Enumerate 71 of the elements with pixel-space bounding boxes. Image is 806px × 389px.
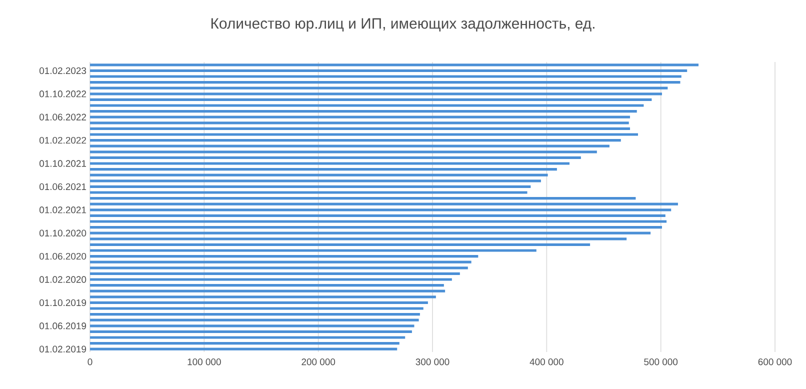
bar [90, 202, 678, 206]
x-tick-label: 200 000 [302, 358, 336, 366]
bar [90, 156, 581, 160]
bar [90, 336, 406, 339]
bar [90, 238, 627, 240]
bar [90, 162, 570, 165]
bar [90, 127, 630, 130]
y-tick-label: 01.10.2020 [39, 230, 86, 236]
x-tick-label: 300 000 [416, 358, 450, 366]
bar [90, 86, 668, 90]
bar [90, 342, 400, 345]
bar [90, 301, 428, 304]
bar [90, 81, 680, 84]
x-tick-label: 600 000 [758, 358, 792, 366]
bar [90, 191, 528, 194]
bar [90, 185, 531, 188]
y-tick-label: 01.10.2022 [39, 90, 86, 98]
bar [90, 75, 682, 78]
bar [90, 208, 672, 212]
y-tick-label: 01.10.2021 [39, 160, 86, 167]
bar [90, 307, 424, 310]
bar [90, 168, 557, 171]
bar [90, 92, 662, 96]
bar [90, 197, 636, 200]
bar [90, 64, 699, 66]
y-tick-label: 01.02.2022 [39, 136, 86, 144]
bar [90, 144, 610, 148]
bar [90, 272, 460, 276]
bar [90, 348, 398, 350]
bar [90, 226, 662, 229]
x-tick-label: 400 000 [530, 358, 564, 366]
bar [90, 69, 688, 72]
bar [90, 220, 667, 223]
y-tick-label: 01.06.2022 [39, 114, 86, 120]
y-tick-label: 01.06.2020 [39, 252, 86, 260]
x-tick-label: 500 000 [644, 358, 678, 366]
bar [90, 330, 412, 334]
bar [90, 139, 621, 142]
chart-title: Количество юр.лиц и ИП, имеющих задолженность, ед. [211, 18, 594, 32]
bar [90, 133, 638, 136]
bar [90, 284, 444, 287]
bar [90, 278, 452, 281]
y-tick-label: 01.02.2021 [39, 206, 86, 214]
bar [90, 266, 468, 270]
y-tick-label: 01.02.2019 [39, 346, 86, 352]
bar [90, 110, 637, 113]
bar [90, 98, 652, 102]
bar [90, 313, 420, 316]
bar [90, 260, 472, 264]
y-tick-label: 01.06.2019 [39, 322, 86, 330]
bar [90, 232, 651, 234]
bar [90, 290, 446, 292]
bar [90, 214, 666, 218]
bar [90, 150, 597, 154]
bar [90, 180, 541, 182]
bar [90, 116, 630, 118]
y-tick-label: 01.10.2019 [39, 299, 86, 306]
x-tick-label: 0 [88, 358, 92, 366]
y-tick-label: 01.06.2021 [39, 183, 86, 190]
bar [90, 104, 644, 107]
bar [90, 324, 414, 328]
bar [90, 296, 436, 298]
y-tick-label: 01.02.2023 [39, 67, 86, 74]
bar [90, 174, 548, 176]
bar [90, 318, 419, 322]
bar [90, 249, 536, 252]
bar [90, 243, 590, 246]
bar [90, 255, 478, 258]
y-tick-label: 01.02.2020 [39, 276, 86, 283]
bar [90, 122, 629, 124]
x-tick-label: 100 000 [188, 358, 221, 366]
